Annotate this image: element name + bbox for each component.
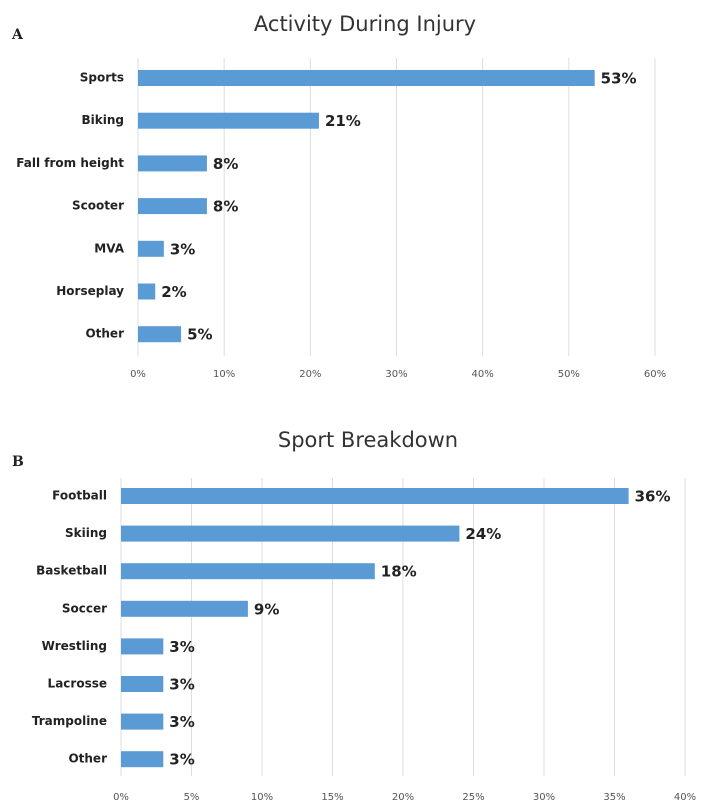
category-label: Horseplay bbox=[56, 284, 124, 298]
category-label: Football bbox=[52, 489, 107, 503]
bar bbox=[121, 638, 164, 655]
value-label: 53% bbox=[601, 70, 637, 88]
value-label: 3% bbox=[169, 751, 194, 769]
category-label: Other bbox=[68, 752, 107, 766]
bar bbox=[121, 488, 629, 504]
x-tick-label: 35% bbox=[603, 792, 625, 803]
x-tick-label: 60% bbox=[644, 369, 666, 380]
category-label: Fall from height bbox=[16, 156, 124, 170]
x-tick-label: 40% bbox=[674, 792, 696, 803]
bar bbox=[138, 155, 207, 172]
category-label: Biking bbox=[82, 113, 125, 127]
category-label: MVA bbox=[94, 241, 124, 255]
value-label: 3% bbox=[170, 240, 195, 258]
bar bbox=[121, 713, 164, 730]
category-label: Skiing bbox=[65, 526, 107, 540]
x-tick-label: 0% bbox=[113, 792, 129, 803]
value-label: 3% bbox=[169, 638, 194, 656]
category-label: Scooter bbox=[72, 199, 124, 213]
category-label: Sports bbox=[80, 71, 124, 85]
value-label: 18% bbox=[381, 563, 417, 581]
x-tick-label: 30% bbox=[533, 792, 555, 803]
x-tick-label: 40% bbox=[472, 369, 494, 380]
category-label: Other bbox=[85, 327, 124, 341]
category-label: Basketball bbox=[36, 564, 107, 578]
category-label: Wrestling bbox=[42, 639, 107, 653]
bar bbox=[138, 112, 319, 129]
x-tick-label: 30% bbox=[385, 369, 407, 380]
x-tick-label: 15% bbox=[321, 792, 343, 803]
bar bbox=[138, 70, 595, 86]
chart-title: Sport Breakdown bbox=[278, 428, 458, 452]
chart-title: Activity During Injury bbox=[254, 12, 476, 36]
bar bbox=[121, 751, 164, 768]
value-label: 3% bbox=[169, 676, 194, 694]
x-tick-label: 5% bbox=[184, 792, 200, 803]
value-label: 5% bbox=[187, 326, 212, 344]
x-tick-label: 10% bbox=[213, 369, 235, 380]
bar bbox=[121, 525, 460, 542]
category-label: Trampoline bbox=[32, 714, 107, 728]
x-tick-label: 0% bbox=[130, 369, 146, 380]
bar bbox=[138, 240, 164, 257]
value-label: 3% bbox=[169, 713, 194, 731]
x-tick-label: 50% bbox=[558, 369, 580, 380]
bar bbox=[138, 326, 182, 343]
x-tick-label: 10% bbox=[251, 792, 273, 803]
value-label: 24% bbox=[465, 525, 501, 543]
bar bbox=[121, 676, 164, 692]
value-label: 21% bbox=[325, 112, 361, 130]
x-tick-label: 25% bbox=[462, 792, 484, 803]
panel-label: B bbox=[12, 454, 24, 470]
bar bbox=[138, 198, 207, 215]
value-label: 2% bbox=[161, 283, 186, 301]
x-tick-label: 20% bbox=[392, 792, 414, 803]
category-label: Lacrosse bbox=[48, 677, 107, 691]
bar bbox=[121, 563, 375, 580]
value-label: 8% bbox=[213, 155, 238, 173]
category-label: Soccer bbox=[62, 601, 107, 615]
value-label: 9% bbox=[254, 600, 279, 618]
bar bbox=[138, 283, 156, 300]
x-tick-label: 20% bbox=[299, 369, 321, 380]
value-label: 8% bbox=[213, 198, 238, 216]
bar bbox=[121, 600, 248, 617]
panel-label: A bbox=[11, 27, 24, 43]
value-label: 36% bbox=[635, 488, 671, 506]
